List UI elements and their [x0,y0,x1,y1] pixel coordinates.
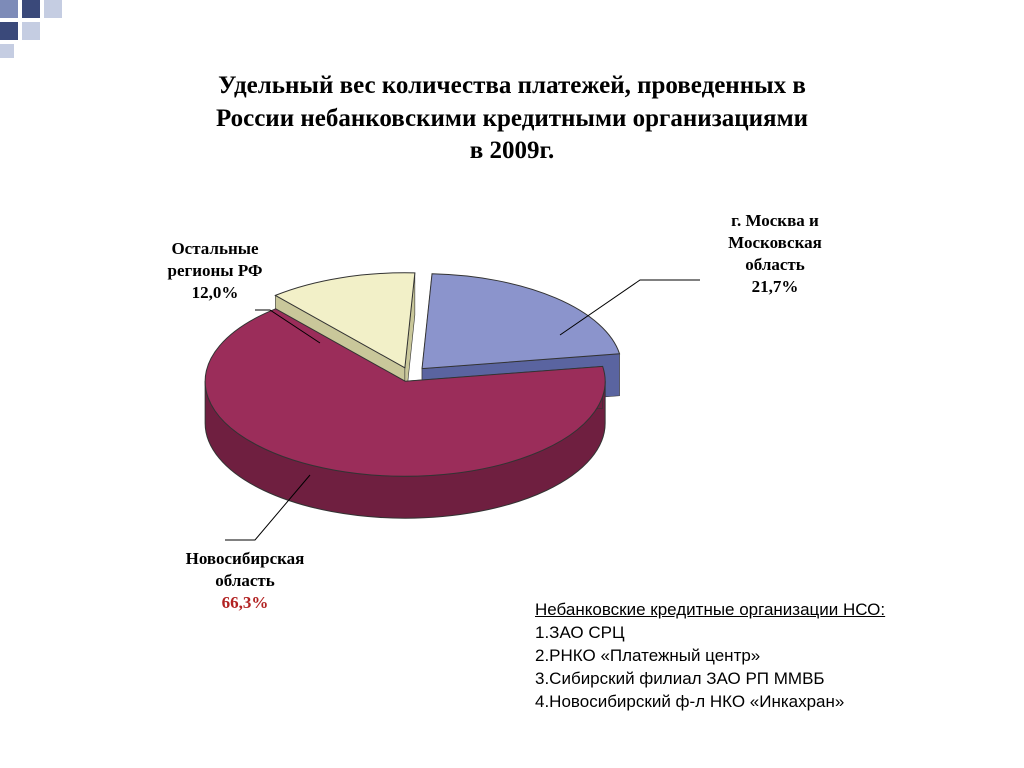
nbko-list: Небанковские кредитные организации НСО: … [535,600,885,714]
slice-label-other-l1: Остальные [171,239,258,258]
title-line3: в 2009г. [470,137,555,164]
slice-pct-nsk: 66,3% [222,593,269,612]
slice-label-nsk-l1: Новосибирская [186,549,305,568]
slice-label-moscow-l3: область [745,255,805,274]
nbko-list-item: 3.Сибирский филиал ЗАО РП ММВБ [535,668,885,691]
slice-label-other: Остальные регионы РФ 12,0% [135,238,295,304]
slice-label-moscow-l2: Московская [728,233,822,252]
corner-decoration [0,0,80,60]
title-line1: Удельный вес количества платежей, провед… [218,72,806,99]
nbko-list-title: Небанковские кредитные организации НСО: [535,600,885,620]
slice-pct-moscow: 21,7% [752,277,799,296]
slice-label-nsk-l2: область [215,571,275,590]
title-line2: России небанковскими кредитными организа… [216,105,808,132]
slice-pct-other: 12,0% [192,283,239,302]
page-title: Удельный вес количества платежей, провед… [80,70,944,168]
slice-label-nsk: Новосибирская область 66,3% [145,548,345,614]
nbko-list-item: 2.РНКО «Платежный центр» [535,645,885,668]
slice-label-moscow: г. Москва и Московская область 21,7% [690,210,860,298]
nbko-list-item: 1.ЗАО СРЦ [535,622,885,645]
nbko-list-item: 4.Новосибирский ф-л НКО «Инкахран» [535,691,885,714]
slice-label-moscow-l1: г. Москва и [731,211,819,230]
slice-label-other-l2: регионы РФ [167,261,262,280]
